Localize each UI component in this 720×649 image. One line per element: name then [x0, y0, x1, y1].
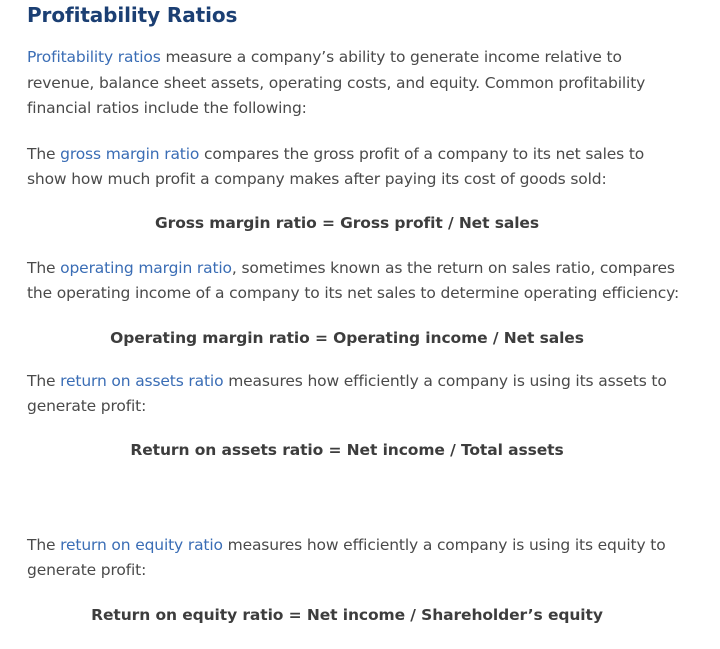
intro-paragraph: Profitability ratios measure a company’s…	[27, 45, 687, 122]
return-on-assets-prefix: The	[27, 371, 61, 390]
return-on-assets-paragraph: The return on assets ratio measures how …	[27, 369, 687, 420]
section-title: Profitability Ratios	[27, 3, 238, 27]
operating-margin-formula: Operating margin ratio = Operating incom…	[110, 328, 584, 347]
gross-margin-prefix: The	[27, 144, 61, 163]
gross-margin-formula: Gross margin ratio = Gross profit / Net …	[155, 213, 539, 232]
profitability-ratios-link[interactable]: Profitability ratios	[27, 48, 161, 66]
return-on-assets-formula: Return on assets ratio = Net income / To…	[130, 440, 564, 459]
return-on-assets-text: measures how efficiently a company is us…	[27, 371, 667, 416]
return-on-equity-text: measures how efficiently a company is us…	[27, 535, 666, 580]
return-on-equity-prefix: The	[27, 535, 61, 554]
gross-margin-ratio-link[interactable]: gross margin ratio	[60, 144, 200, 163]
return-on-equity-formula: Return on equity ratio = Net income / Sh…	[91, 605, 603, 624]
operating-margin-text: , sometimes known as the return on sales…	[27, 258, 680, 303]
gross-margin-paragraph: The gross margin ratio compares the gros…	[27, 142, 687, 193]
operating-margin-prefix: The	[27, 258, 61, 277]
return-on-equity-ratio-link[interactable]: return on equity ratio	[60, 535, 223, 554]
article: Profitability Ratios Profitability ratio…	[27, 0, 687, 626]
operating-margin-paragraph: The operating margin ratio, sometimes kn…	[27, 256, 687, 307]
intro-text: measure a company’s ability to generate …	[27, 48, 646, 117]
return-on-assets-ratio-link[interactable]: return on assets ratio	[60, 371, 224, 390]
return-on-equity-paragraph: The return on equity ratio measures how …	[27, 533, 687, 584]
gross-margin-text: compares the gross profit of a company t…	[27, 144, 645, 189]
operating-margin-ratio-link[interactable]: operating margin ratio	[60, 258, 232, 277]
